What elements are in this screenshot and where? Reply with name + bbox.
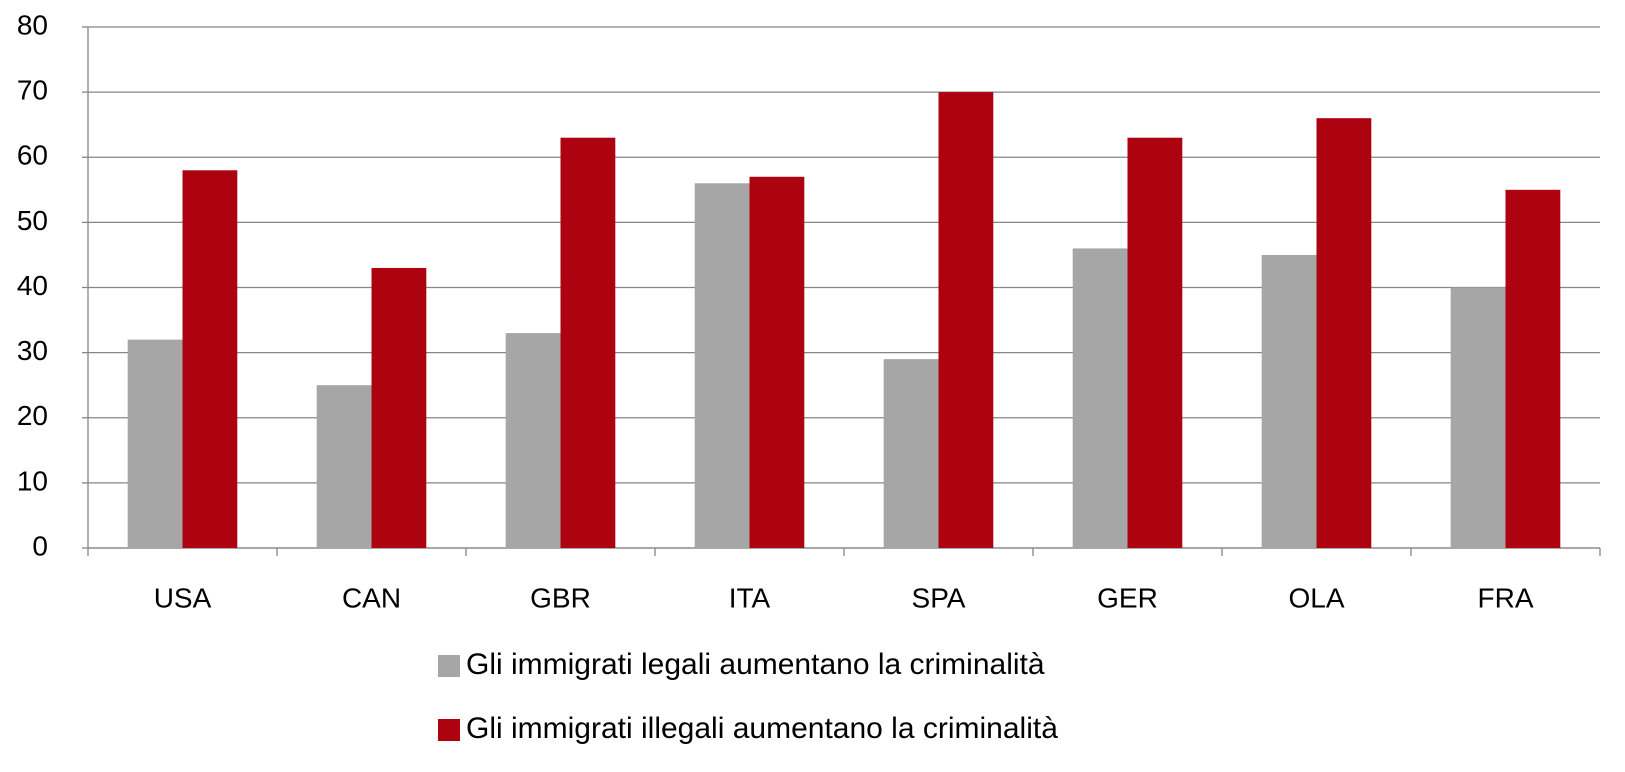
bar bbox=[1450, 287, 1506, 548]
bar bbox=[560, 137, 616, 548]
bar bbox=[127, 339, 183, 548]
y-tick-label: 50 bbox=[17, 205, 48, 236]
y-tick-label: 40 bbox=[17, 270, 48, 301]
y-tick-label: 10 bbox=[17, 465, 48, 496]
legend-swatch bbox=[438, 719, 460, 741]
legend-label: Gli immigrati legali aumentano la crimin… bbox=[466, 648, 1045, 681]
x-tick-label: USA bbox=[154, 582, 212, 613]
y-tick-label: 30 bbox=[17, 335, 48, 366]
x-tick-label: SPA bbox=[912, 582, 966, 613]
y-tick-label: 80 bbox=[17, 9, 48, 40]
x-tick-label: GBR bbox=[530, 582, 591, 613]
bar bbox=[1261, 254, 1317, 548]
bar bbox=[316, 385, 372, 548]
x-tick-label: ITA bbox=[729, 582, 771, 613]
y-tick-label: 0 bbox=[32, 530, 48, 561]
bar bbox=[505, 333, 561, 548]
x-tick-label: FRA bbox=[1478, 582, 1534, 613]
bar bbox=[182, 170, 238, 548]
y-tick-label: 60 bbox=[17, 140, 48, 171]
bar bbox=[883, 359, 939, 548]
y-tick-label: 20 bbox=[17, 400, 48, 431]
bar bbox=[1072, 248, 1128, 549]
legend-label: Gli immigrati illegali aumentano la crim… bbox=[466, 712, 1058, 745]
x-tick-label: OLA bbox=[1288, 582, 1344, 613]
x-tick-label: CAN bbox=[342, 582, 401, 613]
legend-swatch bbox=[438, 655, 460, 677]
bar bbox=[694, 183, 750, 549]
bar bbox=[938, 92, 994, 548]
bar bbox=[1505, 189, 1561, 548]
bar bbox=[1127, 137, 1183, 548]
y-tick-label: 70 bbox=[17, 75, 48, 106]
x-tick-label: GER bbox=[1097, 582, 1158, 613]
bar bbox=[371, 267, 427, 548]
bar bbox=[749, 176, 805, 548]
bar bbox=[1316, 118, 1372, 549]
